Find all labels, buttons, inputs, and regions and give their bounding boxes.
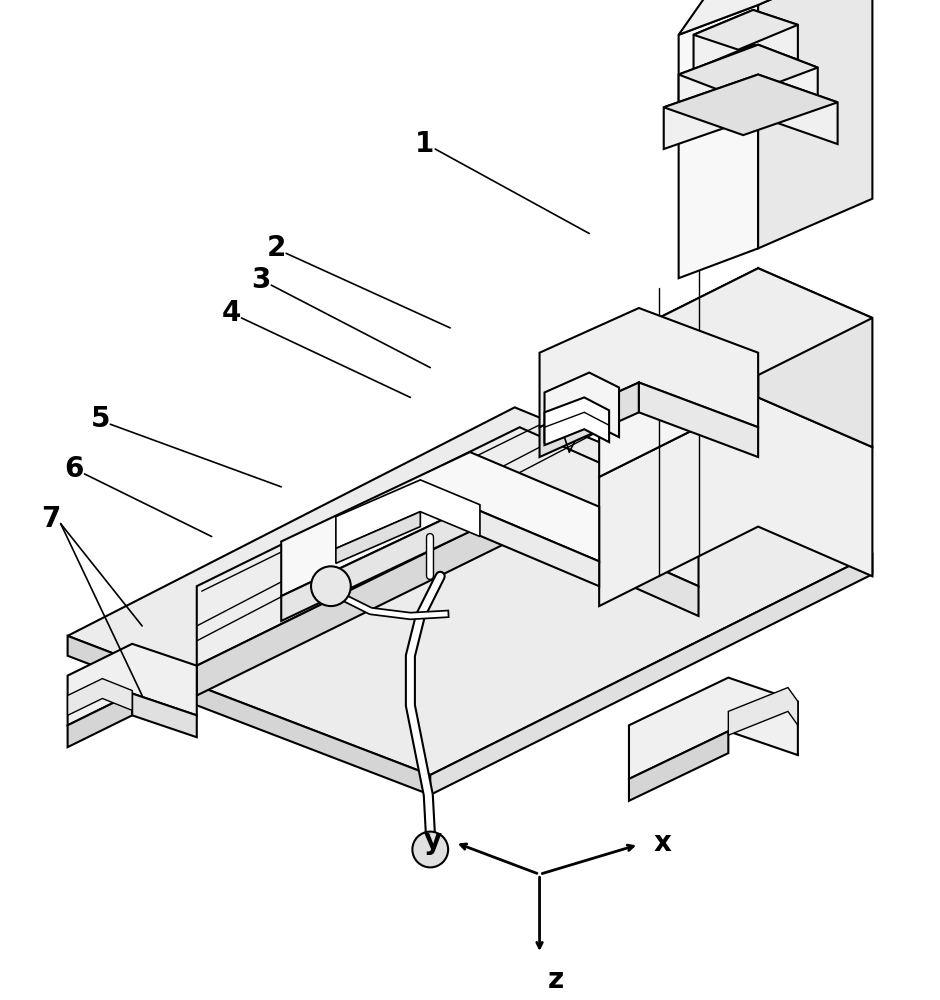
Polygon shape xyxy=(664,75,838,149)
Polygon shape xyxy=(759,0,872,248)
Polygon shape xyxy=(728,688,798,735)
Polygon shape xyxy=(639,383,759,457)
Polygon shape xyxy=(68,407,872,775)
Polygon shape xyxy=(336,512,420,563)
Text: 2: 2 xyxy=(266,234,286,262)
Polygon shape xyxy=(520,507,698,616)
Polygon shape xyxy=(599,268,759,477)
Text: y: y xyxy=(424,827,442,855)
Text: x: x xyxy=(654,829,672,857)
Polygon shape xyxy=(336,480,480,548)
Polygon shape xyxy=(679,45,818,97)
Circle shape xyxy=(311,566,351,606)
Polygon shape xyxy=(629,731,728,801)
Polygon shape xyxy=(544,373,619,442)
Polygon shape xyxy=(540,383,639,457)
Polygon shape xyxy=(694,10,798,70)
Text: 3: 3 xyxy=(251,266,271,294)
Polygon shape xyxy=(196,507,520,695)
Polygon shape xyxy=(68,644,196,725)
Polygon shape xyxy=(629,678,798,779)
Polygon shape xyxy=(664,75,838,135)
Text: 7: 7 xyxy=(40,505,60,533)
Text: 6: 6 xyxy=(65,455,84,483)
Polygon shape xyxy=(540,308,759,427)
Polygon shape xyxy=(470,507,599,586)
Text: z: z xyxy=(547,966,564,994)
Text: 5: 5 xyxy=(90,405,110,433)
Text: 4: 4 xyxy=(222,299,241,327)
Polygon shape xyxy=(679,0,872,35)
Polygon shape xyxy=(133,694,196,737)
Polygon shape xyxy=(544,397,609,445)
Polygon shape xyxy=(694,10,798,50)
Polygon shape xyxy=(196,427,698,666)
Polygon shape xyxy=(679,5,759,278)
Polygon shape xyxy=(759,268,872,447)
Polygon shape xyxy=(281,452,599,596)
Polygon shape xyxy=(68,694,133,747)
Polygon shape xyxy=(599,397,872,606)
Polygon shape xyxy=(431,554,872,795)
Polygon shape xyxy=(68,679,133,715)
Polygon shape xyxy=(679,45,818,106)
Polygon shape xyxy=(68,636,431,795)
Circle shape xyxy=(413,832,448,867)
Text: 1: 1 xyxy=(415,130,434,158)
Polygon shape xyxy=(281,507,470,621)
Polygon shape xyxy=(599,268,872,397)
